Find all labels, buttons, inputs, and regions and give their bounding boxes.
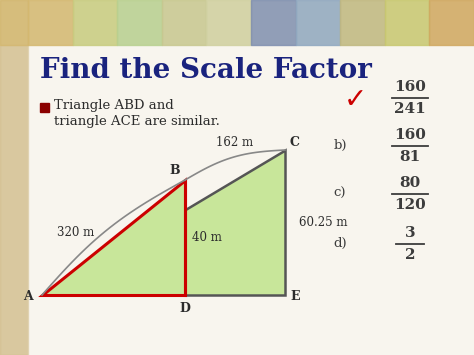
Text: A: A	[23, 290, 33, 304]
Bar	[385, 0, 429, 45]
Text: Triangle ABD and: Triangle ABD and	[54, 98, 174, 111]
Text: c): c)	[334, 186, 346, 200]
Text: 81: 81	[400, 150, 420, 164]
Bar	[117, 0, 162, 45]
Text: 3: 3	[405, 226, 415, 240]
Bar	[251, 0, 296, 45]
Text: 320 m: 320 m	[57, 226, 94, 239]
Text: b): b)	[333, 138, 347, 152]
Text: Find the Scale Factor: Find the Scale Factor	[40, 56, 372, 83]
Text: ✓: ✓	[343, 86, 366, 114]
Text: D: D	[180, 302, 191, 316]
Text: d): d)	[333, 236, 347, 250]
Bar	[73, 0, 117, 45]
Bar	[429, 0, 474, 45]
Text: C: C	[290, 136, 300, 148]
Text: triangle ACE are similar.: triangle ACE are similar.	[54, 115, 220, 127]
Bar	[28, 0, 73, 45]
Polygon shape	[42, 150, 285, 295]
Bar	[0, 0, 28, 45]
Text: E: E	[290, 290, 300, 304]
Bar	[0, 45, 28, 355]
Text: 160: 160	[394, 80, 426, 94]
Bar	[0, 0, 28, 355]
Bar	[162, 0, 206, 45]
Text: 162 m: 162 m	[217, 137, 254, 149]
Text: 40 m: 40 m	[192, 231, 222, 244]
Text: 160: 160	[394, 128, 426, 142]
Text: 60.25 m: 60.25 m	[299, 216, 347, 229]
Text: 241: 241	[394, 102, 426, 116]
Bar	[40, 103, 49, 112]
Polygon shape	[42, 180, 185, 295]
Bar	[296, 0, 340, 45]
Text: 120: 120	[394, 198, 426, 212]
Text: 2: 2	[405, 248, 415, 262]
Bar	[340, 0, 385, 45]
Text: B: B	[170, 164, 180, 176]
Bar	[206, 0, 251, 45]
Bar	[28, 45, 474, 355]
Text: 80: 80	[400, 176, 420, 190]
